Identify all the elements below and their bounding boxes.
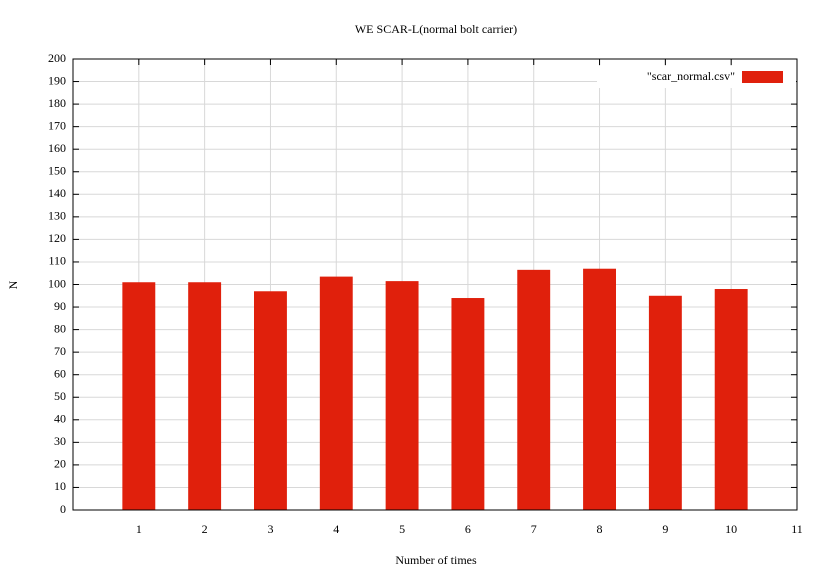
y-tick-label: 30 [54,434,66,448]
bar [254,291,287,510]
y-tick-label: 40 [54,412,66,426]
y-tick-label: 60 [54,366,66,380]
y-tick-label: 160 [48,141,66,155]
plot-frame [72,58,798,511]
x-tick-label: 3 [267,522,273,536]
x-tick-label: 7 [531,522,537,536]
y-tick-label: 120 [48,231,66,245]
bar [517,269,551,510]
bar [319,276,353,510]
y-tick-label: 170 [48,118,66,132]
y-tick-label: 10 [54,479,66,493]
x-tick-label: 2 [202,522,208,536]
y-tick-label: 140 [48,186,66,200]
y-tick-label: 200 [48,51,66,65]
y-axis-label: N [6,280,20,289]
legend-label: "scar_normal.csv" [647,69,735,83]
chart-title: WE SCAR-L(normal bolt carrier) [355,22,517,36]
y-tick-label: 130 [48,209,66,223]
y-tick-label: 100 [48,276,66,290]
x-tick-label: 4 [333,522,339,536]
x-tick-label: 6 [465,522,471,536]
y-tick-label: 90 [54,299,66,313]
x-tick-label: 8 [597,522,603,536]
bar [451,298,485,510]
y-tick-label: 80 [54,321,66,335]
bar [583,268,616,510]
y-tick-label: 20 [54,457,66,471]
x-tick-label: 1 [136,522,142,536]
y-tick-label: 150 [48,164,66,178]
x-tick-label: 5 [399,522,405,536]
x-tick-label: 10 [725,522,737,536]
y-tick-label: 50 [54,389,66,403]
bar [648,295,682,510]
y-tick-label: 110 [48,254,66,268]
legend-swatch [742,71,783,83]
y-tick-label: 180 [48,96,66,110]
x-axis-label: Number of times [395,553,477,567]
y-tick-label: 0 [60,502,66,516]
bar [188,282,222,510]
x-tick-label: 11 [791,522,803,536]
bar [714,289,748,510]
legend: "scar_normal.csv" [597,66,796,88]
bar [385,281,419,510]
bar [122,282,156,510]
y-tick-label: 190 [48,73,66,87]
y-tick-label: 70 [54,344,66,358]
x-tick-label: 9 [662,522,668,536]
